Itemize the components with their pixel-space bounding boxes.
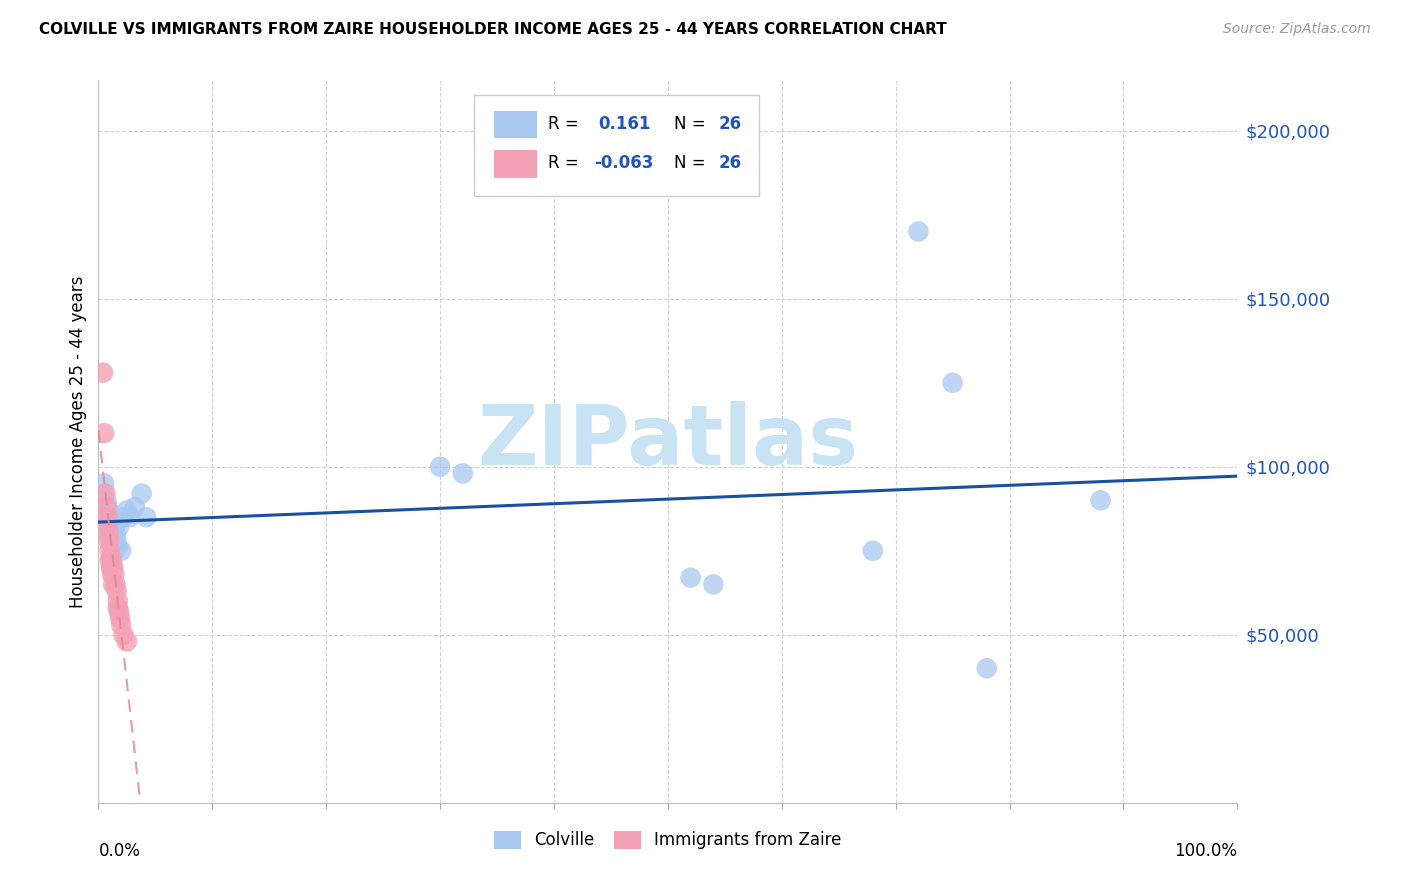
- Point: [91, 366, 114, 380]
- Point: [135, 510, 157, 524]
- Point: [103, 567, 125, 582]
- Point: [96, 516, 118, 531]
- Point: [98, 510, 121, 524]
- Point: [97, 533, 120, 548]
- Point: [97, 527, 120, 541]
- Point: [96, 510, 118, 524]
- Point: [1090, 493, 1112, 508]
- Text: -0.063: -0.063: [593, 154, 654, 172]
- Point: [100, 550, 122, 565]
- FancyBboxPatch shape: [474, 95, 759, 196]
- Point: [108, 604, 131, 618]
- Text: 0.161: 0.161: [599, 115, 651, 133]
- Point: [702, 577, 724, 591]
- Point: [103, 520, 125, 534]
- Point: [110, 617, 132, 632]
- Point: [98, 543, 121, 558]
- Point: [96, 493, 118, 508]
- Bar: [494, 151, 537, 178]
- Point: [100, 560, 122, 574]
- Point: [93, 426, 115, 441]
- Point: [103, 577, 125, 591]
- Point: [107, 594, 129, 608]
- Point: [96, 500, 118, 514]
- Text: N =: N =: [673, 154, 706, 172]
- Point: [976, 661, 998, 675]
- Point: [112, 510, 135, 524]
- Point: [107, 600, 129, 615]
- Point: [100, 533, 122, 548]
- Point: [679, 571, 702, 585]
- Point: [98, 554, 121, 568]
- Point: [104, 577, 127, 591]
- Point: [108, 520, 131, 534]
- Point: [101, 527, 124, 541]
- Point: [104, 527, 127, 541]
- Text: N =: N =: [673, 115, 706, 133]
- Point: [93, 476, 115, 491]
- Y-axis label: Householder Income Ages 25 - 44 years: Householder Income Ages 25 - 44 years: [69, 276, 87, 607]
- Bar: [494, 111, 537, 138]
- Text: 0.0%: 0.0%: [98, 842, 141, 860]
- Point: [101, 554, 124, 568]
- Text: COLVILLE VS IMMIGRANTS FROM ZAIRE HOUSEHOLDER INCOME AGES 25 - 44 YEARS CORRELAT: COLVILLE VS IMMIGRANTS FROM ZAIRE HOUSEH…: [39, 22, 948, 37]
- Point: [862, 543, 884, 558]
- Point: [120, 510, 142, 524]
- Point: [110, 543, 132, 558]
- Point: [429, 459, 451, 474]
- Text: 26: 26: [718, 115, 742, 133]
- Point: [94, 486, 117, 500]
- Text: 26: 26: [718, 154, 742, 172]
- Point: [115, 503, 138, 517]
- Point: [115, 634, 138, 648]
- Point: [103, 560, 125, 574]
- Point: [131, 486, 153, 500]
- Point: [105, 584, 128, 599]
- Point: [907, 225, 929, 239]
- Text: ZIPatlas: ZIPatlas: [478, 401, 858, 482]
- Text: Source: ZipAtlas.com: Source: ZipAtlas.com: [1223, 22, 1371, 37]
- Point: [107, 541, 129, 555]
- Text: R =: R =: [548, 115, 579, 133]
- Legend: Colville, Immigrants from Zaire: Colville, Immigrants from Zaire: [488, 824, 848, 856]
- Point: [98, 527, 121, 541]
- Point: [942, 376, 965, 390]
- Text: R =: R =: [548, 154, 579, 172]
- Point: [112, 628, 135, 642]
- Point: [103, 516, 125, 531]
- Point: [97, 520, 120, 534]
- Point: [108, 611, 131, 625]
- Text: 100.0%: 100.0%: [1174, 842, 1237, 860]
- Point: [124, 500, 146, 514]
- Point: [451, 467, 474, 481]
- Point: [105, 533, 128, 548]
- Point: [101, 567, 124, 582]
- Point: [96, 500, 118, 514]
